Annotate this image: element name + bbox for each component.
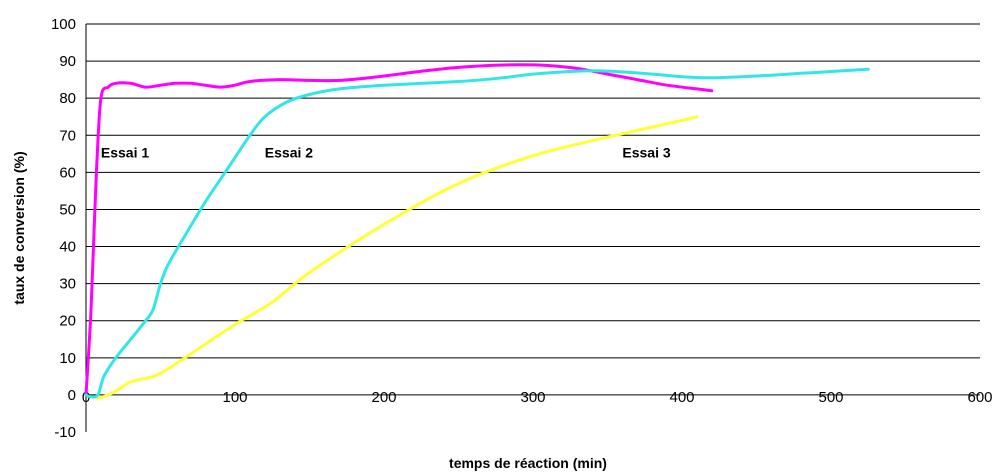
series-line-essai-3 bbox=[96, 115, 699, 401]
grid-lines bbox=[86, 23, 980, 396]
x-tick-labels: 0 100 200 300 400 500 600 bbox=[82, 389, 993, 406]
y-tick-label: 90 bbox=[59, 53, 76, 70]
series-label-essai-1: Essai 1 bbox=[101, 145, 149, 161]
y-tick-label: -10 bbox=[54, 424, 76, 441]
y-tick-label: 50 bbox=[59, 201, 76, 218]
x-tick-label: 100 bbox=[222, 389, 247, 406]
x-tick-label: 500 bbox=[818, 389, 843, 406]
y-tick-label: 30 bbox=[59, 276, 76, 293]
y-tick-label: 100 bbox=[51, 16, 76, 33]
y-tick-label: 10 bbox=[59, 350, 76, 367]
y-tick-label: 60 bbox=[59, 164, 76, 181]
y-tick-label: 80 bbox=[59, 90, 76, 107]
x-axis-title: temps de réaction (min) bbox=[449, 455, 607, 471]
y-tick-label: 40 bbox=[59, 239, 76, 256]
x-tick-label: 200 bbox=[371, 389, 396, 406]
x-tick-label: 300 bbox=[520, 389, 545, 406]
y-tick-labels: -10 0 10 20 30 40 50 60 70 80 90 100 bbox=[51, 16, 76, 441]
series-label-essai-3: Essai 3 bbox=[622, 145, 670, 161]
y-tick-label: 70 bbox=[59, 127, 76, 144]
x-tick-label: 400 bbox=[669, 389, 694, 406]
series-label-essai-2: Essai 2 bbox=[265, 145, 313, 161]
series-lines bbox=[84, 63, 870, 401]
series-line-essai-1 bbox=[84, 63, 714, 397]
series-line-essai-2 bbox=[84, 67, 870, 399]
y-tick-label: 20 bbox=[59, 313, 76, 330]
y-axis-title: taux de conversion (%) bbox=[11, 151, 27, 304]
series-labels: Essai 1 Essai 2 Essai 3 bbox=[101, 145, 671, 161]
y-tick-label: 0 bbox=[68, 387, 76, 404]
x-tick-label: 600 bbox=[967, 389, 992, 406]
